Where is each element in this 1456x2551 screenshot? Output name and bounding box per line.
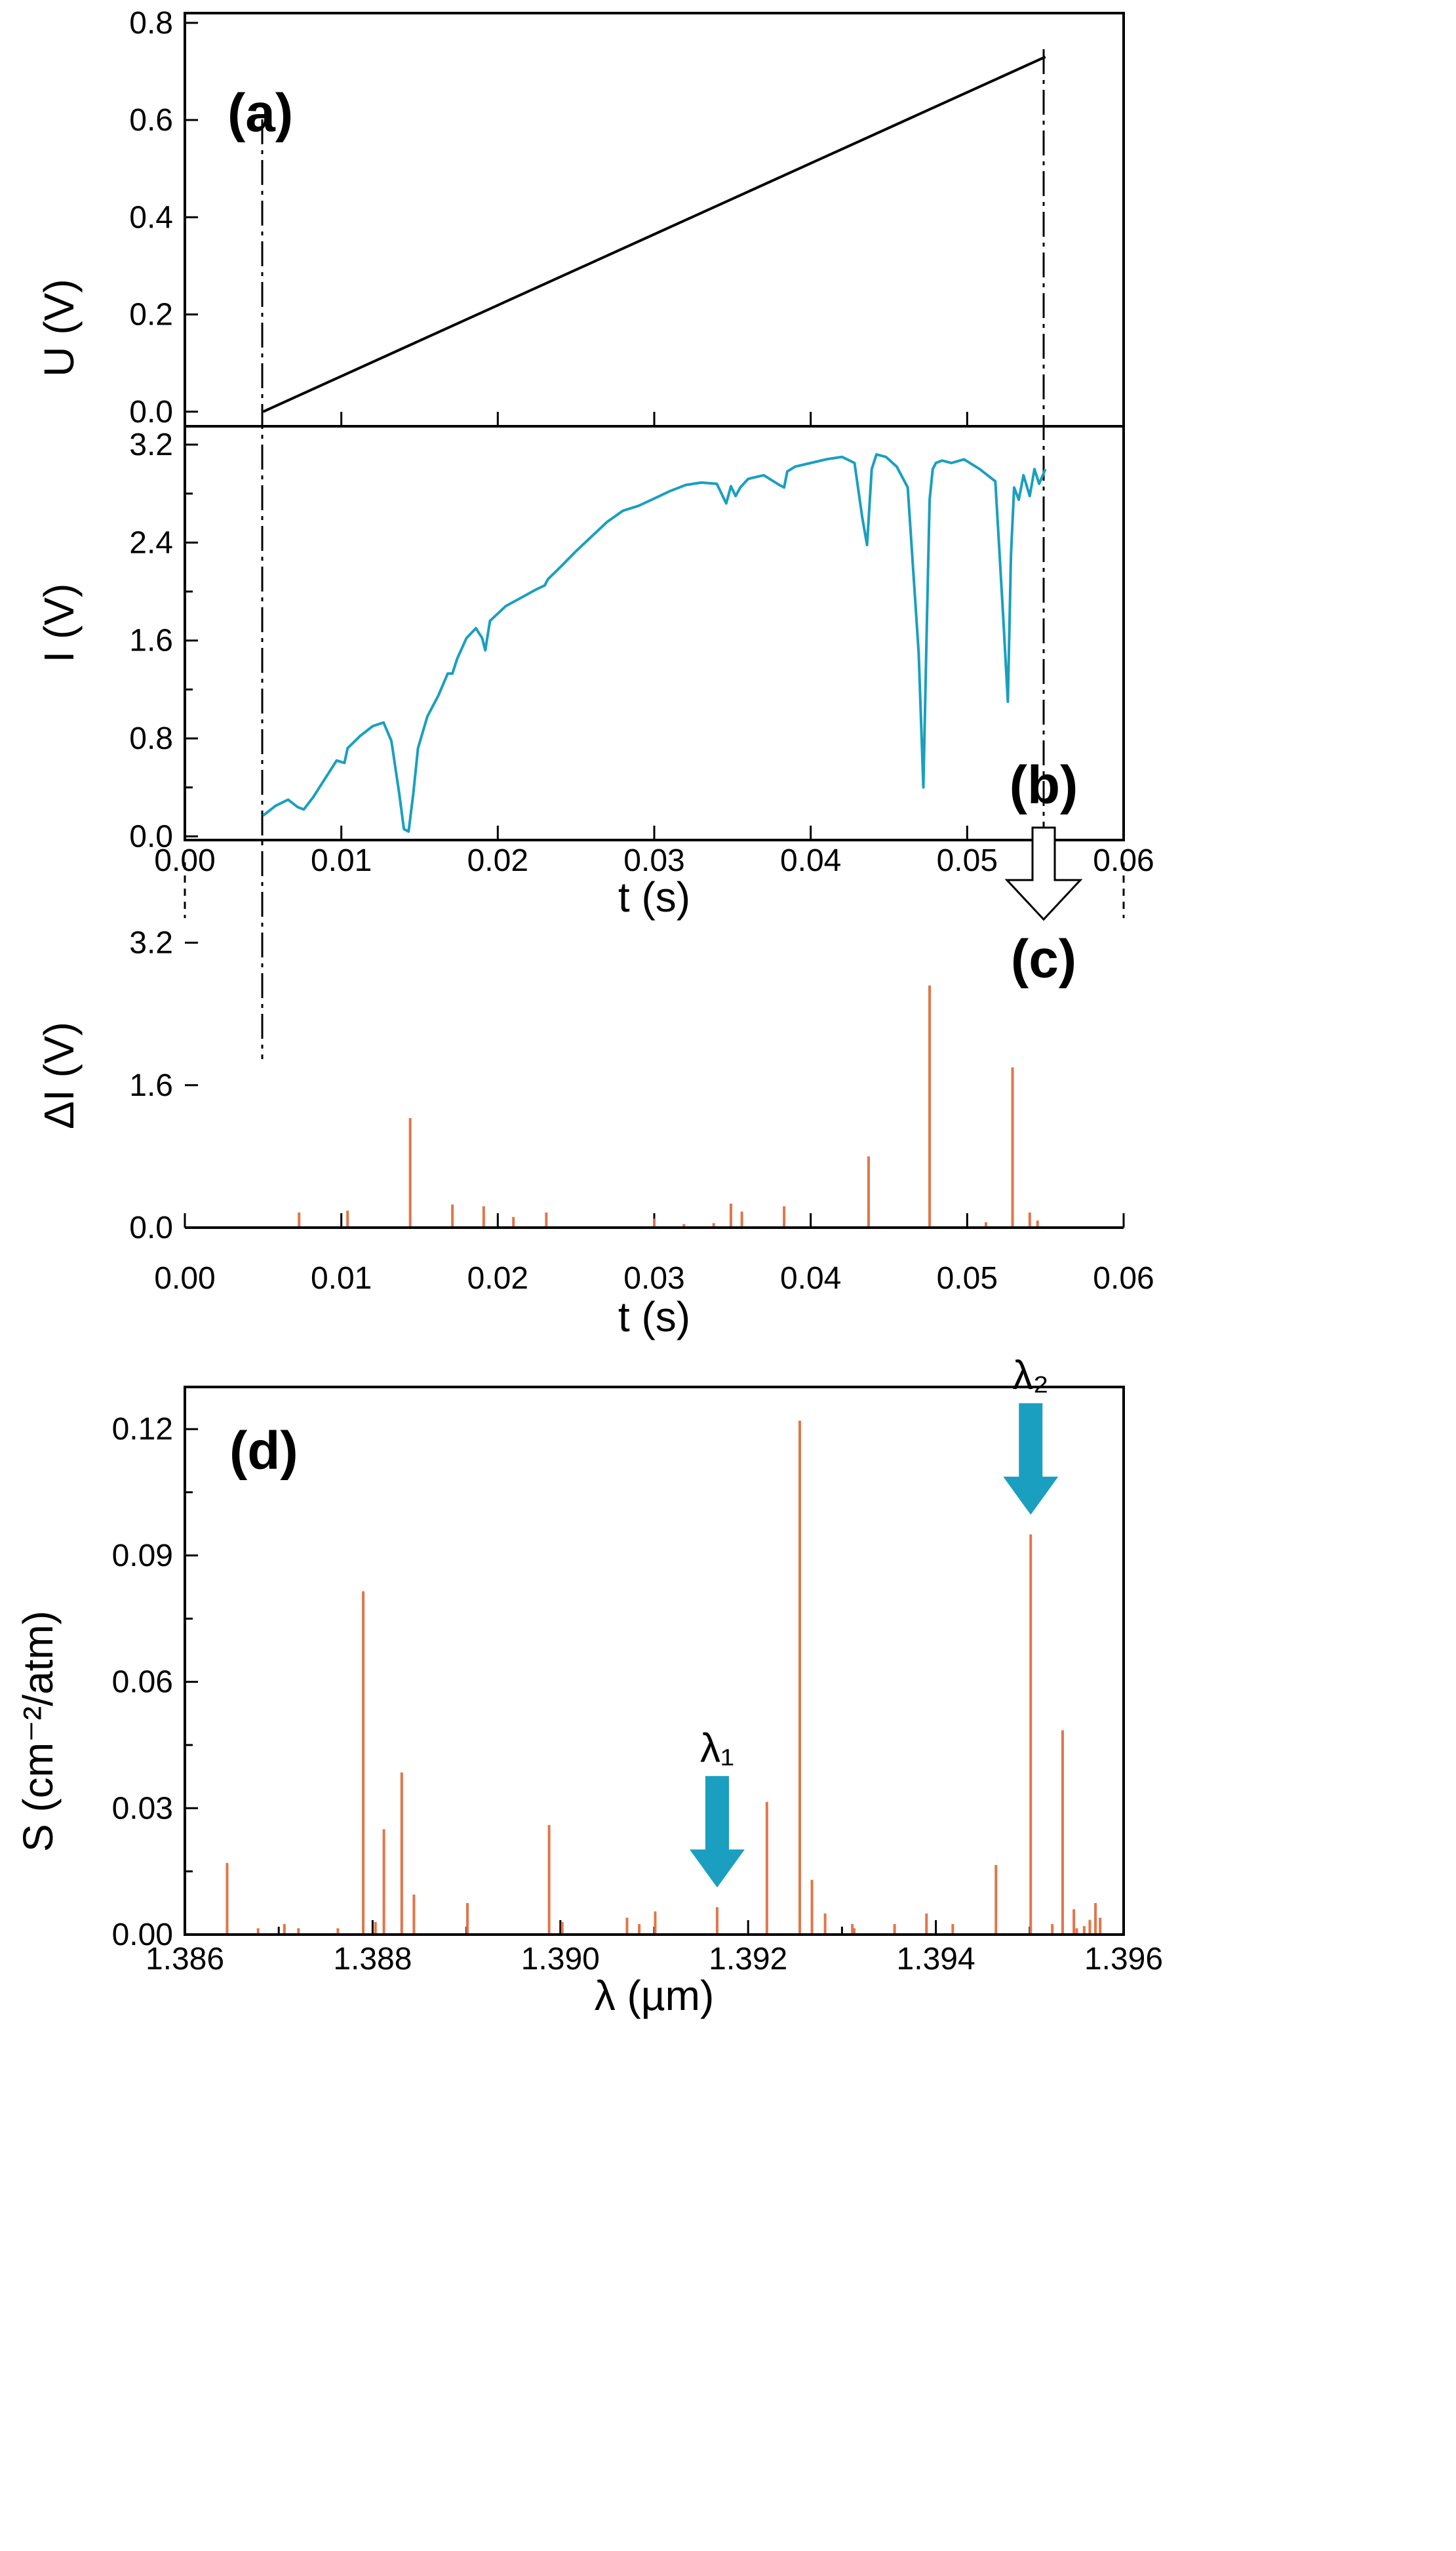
panel-d-frame (184, 1386, 1125, 1936)
x-tick-label: 0.06 (1093, 843, 1154, 878)
x-tick-label: 0.05 (937, 843, 998, 878)
panel-c-xlabel: t (s) (618, 1293, 690, 1340)
panel-b-x-ticks: 0.00 0.01 0.02 0.03 0.04 0.05 0.06 (154, 826, 1154, 878)
x-tick-label: 1.390 (521, 1942, 600, 1977)
panel-b-label: (b) (1010, 755, 1078, 815)
x-tick-label: 0.04 (780, 1261, 841, 1296)
y-tick-label: 0.8 (129, 721, 173, 756)
panel-c-y-ticks: 0.0 1.6 3.2 (129, 926, 198, 1245)
y-tick-label: 0.4 (129, 200, 173, 235)
panel-b-current: I (V) 0.00.81.62.43.2 0.00 0.01 0.02 0.03 0.… (35, 425, 1154, 921)
panel-c-ylabel: ΔI (V) (35, 1022, 83, 1129)
panel-d-bars (226, 1420, 1102, 1935)
processing-arrow-icon (1004, 826, 1083, 921)
x-tick-label: 0.06 (1093, 1261, 1154, 1296)
y-tick-label: 0.0 (129, 395, 173, 430)
panel-a-label: (a) (227, 83, 293, 143)
y-tick-label: 0.12 (112, 1412, 173, 1447)
y-tick-label: 0.8 (129, 6, 173, 41)
x-tick-label: 0.02 (467, 843, 528, 878)
panel-d-label: (d) (229, 1421, 298, 1481)
panel-c-x-ticks: 0.00 0.01 0.02 0.03 0.04 0.05 0.06 (154, 1213, 1154, 1296)
panel-b-frame (184, 425, 1125, 841)
wavelength-arrow-icon (1003, 1403, 1059, 1515)
panel-c-bars (298, 985, 1039, 1228)
panel-d-y-ticks: 0.00 0.03 0.06 0.09 0.12 (112, 1412, 198, 1952)
x-tick-label: 0.03 (623, 843, 684, 878)
y-tick-label: 0.2 (129, 298, 173, 332)
y-tick-label: 0.6 (129, 103, 173, 138)
panel-b-xlabel: t (s) (618, 874, 690, 921)
x-tick-label: 0.02 (467, 1261, 528, 1296)
y-tick-label: 1.6 (129, 1068, 173, 1103)
x-tick-label: 1.394 (897, 1942, 975, 1977)
panel-a-frame (184, 12, 1125, 428)
panel-a-ylabel: U (V) (35, 279, 83, 376)
panel-d-ylabel: S (cm⁻²/atm) (14, 1611, 62, 1852)
x-tick-label: 1.392 (709, 1942, 787, 1977)
x-tick-label: 1.396 (1084, 1942, 1163, 1977)
panel-c-current-difference: (c) ΔI (V) 0.01.63.2 0.00 0.01 0.02 0.03 0.0… (35, 926, 1154, 1340)
panel-d-line-strength: (d) S (cm⁻²/atm) 0.00 0.03 0.06 0.09 0.12 1.… (14, 1353, 1163, 2019)
x-tick-label: 0.03 (623, 1261, 684, 1296)
panel-c-label: (c) (1011, 929, 1076, 989)
y-tick-label: 0.03 (112, 1791, 173, 1826)
wavelength-label: λ₁ (700, 1725, 734, 1771)
panel-a-y-ticks: 0.0 0.2 0.4 0.6 0.8 (129, 6, 198, 430)
x-tick-label: 0.01 (311, 1261, 372, 1296)
y-tick-label: 2.4 (129, 525, 173, 560)
y-tick-label: 0.09 (112, 1538, 173, 1573)
wavelength-label: λ₂ (1013, 1353, 1049, 1398)
panel-d-annotations: λ₁ λ₂ (689, 1353, 1059, 1888)
wavelength-arrow-icon (689, 1776, 745, 1888)
y-tick-label: 3.2 (129, 428, 173, 462)
panel-a-x-ticks (184, 412, 1125, 426)
x-tick-label: 0.04 (780, 843, 841, 878)
y-tick-label: 1.6 (129, 624, 173, 658)
panel-b-y-ticks: 0.0 0.8 1.6 2.4 3.2 (129, 428, 198, 854)
y-tick-label: 0.00 (112, 1918, 173, 1952)
y-tick-label: 0.06 (112, 1665, 173, 1700)
y-tick-label: 0.0 (129, 819, 173, 854)
panel-d-x-ticks: 1.386 1.388 1.390 1.392 1.394 1.396 (146, 1920, 1163, 1977)
x-tick-label: 1.386 (146, 1942, 224, 1977)
panel-a-voltage-ramp: (a) U (V) 0.0 0.2 0.4 0.6 0.8 (35, 6, 1125, 1059)
voltage-ramp-line (262, 55, 1046, 413)
x-tick-label: 0.00 (154, 843, 215, 878)
current-signal-line (262, 452, 1047, 833)
x-tick-label: 0.01 (311, 843, 372, 878)
x-tick-label: 0.00 (154, 1261, 215, 1296)
y-tick-label: 0.0 (129, 1211, 173, 1245)
panel-b-ylabel: I (V) (35, 584, 83, 663)
panel-d-xlabel: λ (µm) (595, 1972, 715, 2019)
x-tick-label: 0.05 (937, 1261, 998, 1296)
y-tick-label: 3.2 (129, 926, 173, 961)
x-tick-label: 1.388 (333, 1942, 412, 1977)
